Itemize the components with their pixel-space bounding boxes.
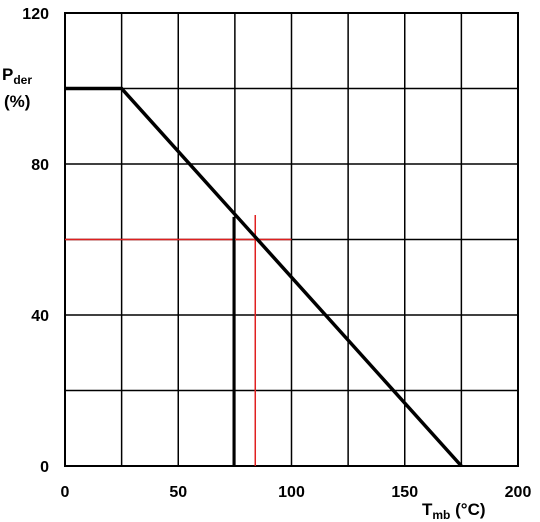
y-axis-title: Pder — [2, 65, 32, 87]
x-axis-title: Tmb (°C) — [422, 500, 486, 522]
y-axis-unit: (%) — [4, 92, 30, 111]
annotation-lines — [65, 214, 292, 466]
y-tick-label: 40 — [31, 308, 49, 325]
x-tick-label: 100 — [278, 484, 305, 501]
derating-curve — [65, 86, 463, 468]
x-axis-title-unit: (°C) — [450, 500, 485, 519]
series-layer — [65, 86, 463, 468]
y-tick-labels: 0 40 80 120 — [22, 6, 49, 476]
y-axis-title-main: P — [2, 65, 13, 84]
y-tick-label: 120 — [22, 6, 49, 23]
x-axis-title-main: T — [422, 500, 433, 519]
x-tick-label: 50 — [169, 484, 187, 501]
x-tick-label: 0 — [61, 484, 70, 501]
x-tick-label: 200 — [505, 484, 532, 501]
y-tick-label: 0 — [40, 459, 49, 476]
x-tick-label: 150 — [391, 484, 418, 501]
x-tick-labels: 0 50 100 150 200 — [61, 484, 532, 501]
x-axis-title-sub: mb — [432, 508, 450, 522]
y-axis-title-sub: der — [13, 73, 32, 87]
y-tick-label: 80 — [31, 157, 49, 174]
